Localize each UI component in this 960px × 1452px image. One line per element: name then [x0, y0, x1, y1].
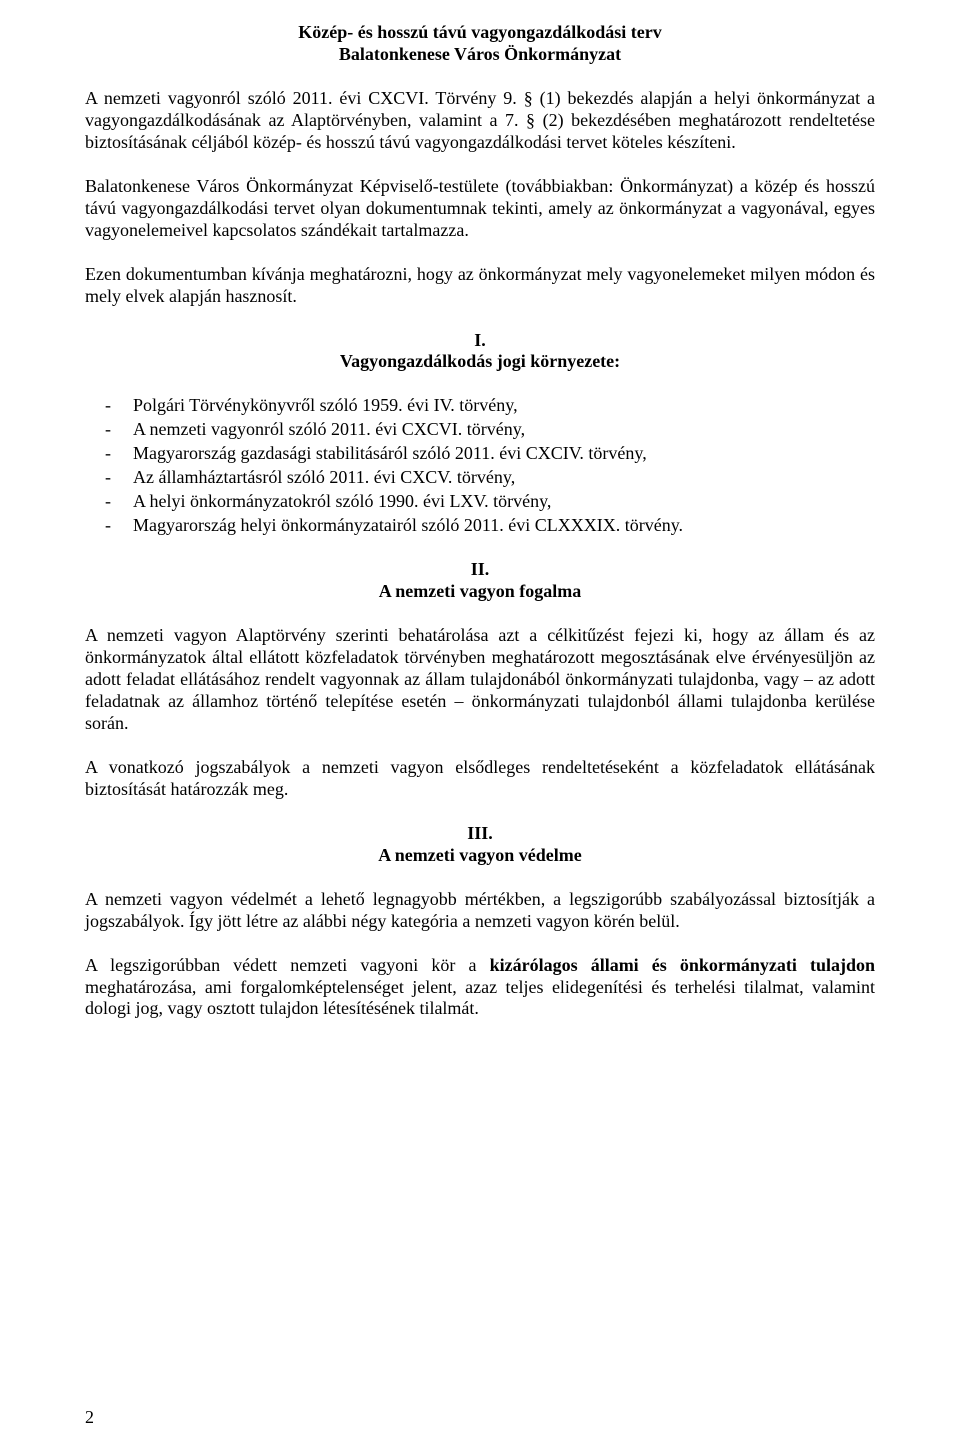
- section-1: I. Vagyongazdálkodás jogi környezete:: [85, 330, 875, 374]
- section-heading: A nemzeti vagyon fogalma: [85, 581, 875, 603]
- text-run: A legszigorúbban védett nemzeti vagyoni …: [85, 955, 490, 975]
- body-paragraph: A vonatkozó jogszabályok a nemzeti vagyo…: [85, 757, 875, 801]
- section-heading: A nemzeti vagyon védelme: [85, 845, 875, 867]
- list-item: Magyarország helyi önkormányzatairól szó…: [133, 515, 875, 537]
- list-item: A nemzeti vagyonról szóló 2011. évi CXCV…: [133, 419, 875, 441]
- document-page: Közép- és hosszú távú vagyongazdálkodási…: [0, 0, 960, 1452]
- body-paragraph: Balatonkenese Város Önkormányzat Képvise…: [85, 176, 875, 242]
- intro-paragraph: A nemzeti vagyonról szóló 2011. évi CXCV…: [85, 88, 875, 154]
- list-item: Polgári Törvénykönyvről szóló 1959. évi …: [133, 395, 875, 417]
- text-run: meghatározása, ami forgalomképtelenséget…: [85, 977, 875, 1019]
- section-heading: Vagyongazdálkodás jogi környezete:: [85, 351, 875, 373]
- list-item: A helyi önkormányzatokról szóló 1990. év…: [133, 491, 875, 513]
- body-paragraph: A nemzeti vagyon Alaptörvény szerinti be…: [85, 625, 875, 735]
- section-3: III. A nemzeti vagyon védelme: [85, 823, 875, 867]
- list-item: Magyarország gazdasági stabilitásáról sz…: [133, 443, 875, 465]
- bold-text-run: kizárólagos állami és önkormányzati tula…: [490, 955, 875, 975]
- title-line-1: Közép- és hosszú távú vagyongazdálkodási…: [85, 22, 875, 44]
- body-paragraph-bold-run: A legszigorúbban védett nemzeti vagyoni …: [85, 955, 875, 1021]
- section-number: II.: [85, 559, 875, 581]
- body-paragraph: Ezen dokumentumban kívánja meghatározni,…: [85, 264, 875, 308]
- section-2: II. A nemzeti vagyon fogalma: [85, 559, 875, 603]
- section-number: III.: [85, 823, 875, 845]
- list-item: Az államháztartásról szóló 2011. évi CXC…: [133, 467, 875, 489]
- page-number: 2: [85, 1407, 94, 1428]
- law-list: Polgári Törvénykönyvről szóló 1959. évi …: [85, 395, 875, 537]
- section-number: I.: [85, 330, 875, 352]
- body-paragraph: A nemzeti vagyon védelmét a lehető legna…: [85, 889, 875, 933]
- title-line-2: Balatonkenese Város Önkormányzat: [85, 44, 875, 66]
- document-title: Közép- és hosszú távú vagyongazdálkodási…: [85, 22, 875, 66]
